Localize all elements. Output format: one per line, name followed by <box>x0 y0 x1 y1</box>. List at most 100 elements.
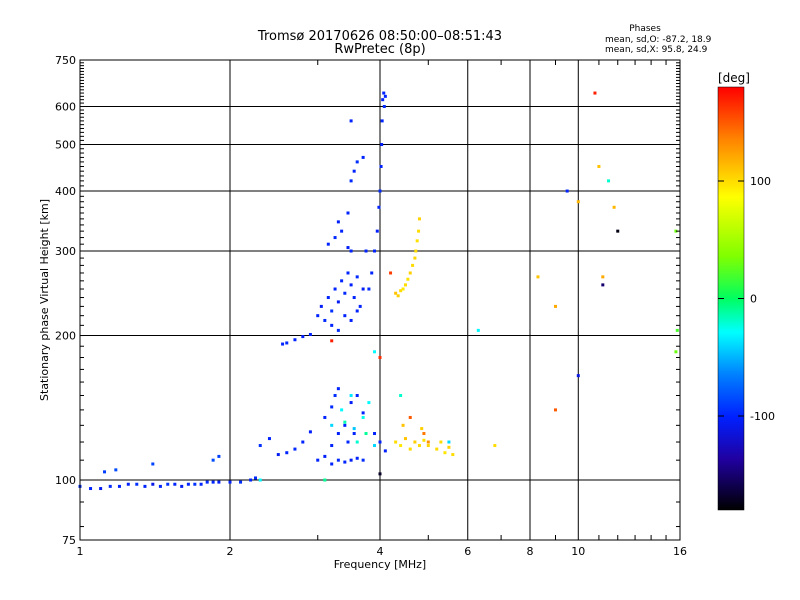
data-point <box>408 271 412 275</box>
data-point <box>126 482 130 486</box>
y-tick-label: 100 <box>55 474 76 487</box>
data-point <box>674 350 678 354</box>
data-point <box>576 200 580 204</box>
data-point <box>361 155 365 159</box>
data-point <box>103 470 107 474</box>
data-point <box>193 482 197 486</box>
data-point <box>352 169 356 173</box>
data-point <box>281 342 285 346</box>
x-tick-label: 8 <box>527 545 534 558</box>
data-point <box>364 432 368 436</box>
x-tick-label: 1 <box>77 545 84 558</box>
data-point <box>361 287 365 291</box>
data-point <box>151 462 155 466</box>
data-point <box>426 440 430 444</box>
data-point <box>439 440 443 444</box>
data-point <box>413 256 417 260</box>
data-point <box>417 229 421 233</box>
data-point <box>355 309 359 313</box>
data-point <box>378 189 382 193</box>
data-point <box>340 279 344 283</box>
data-point <box>239 480 243 484</box>
data-point <box>117 484 121 488</box>
data-point <box>367 401 371 405</box>
data-point <box>349 283 353 287</box>
data-point <box>373 350 377 354</box>
data-point <box>326 296 330 300</box>
phase-stats-x: mean, sd,X: 95.8, 24.9 <box>605 45 708 55</box>
data-point <box>417 217 421 221</box>
data-point <box>380 143 384 147</box>
data-point <box>114 468 118 472</box>
data-point <box>349 249 353 253</box>
data-point <box>373 444 377 448</box>
data-point <box>420 427 424 431</box>
data-point <box>89 487 93 491</box>
data-point <box>414 249 418 253</box>
data-point <box>364 249 368 253</box>
data-point <box>330 339 334 343</box>
data-point <box>565 189 569 193</box>
data-point <box>403 283 407 287</box>
data-point <box>378 472 382 476</box>
data-point <box>293 338 297 342</box>
data-point <box>379 164 383 168</box>
data-point <box>285 451 289 455</box>
data-point <box>422 438 426 442</box>
data-point <box>447 440 451 444</box>
data-point <box>361 458 365 462</box>
data-point <box>173 482 177 486</box>
data-point <box>316 314 320 318</box>
data-point <box>408 447 412 451</box>
data-point <box>228 480 232 484</box>
data-point <box>336 300 340 304</box>
data-point <box>166 482 170 486</box>
colorbar: [deg] 100 0 -100 <box>717 71 775 511</box>
data-point <box>343 291 347 295</box>
data-point <box>349 119 353 123</box>
chart-title-line1: Tromsø 20170626 08:50:00–08:51:43 <box>257 29 502 44</box>
x-tick-label: 6 <box>464 545 471 558</box>
data-point <box>319 304 323 308</box>
data-point <box>340 408 344 412</box>
chart-title-line2: RwPretec (8p) <box>334 42 425 57</box>
data-point <box>301 335 305 339</box>
data-point <box>158 484 162 488</box>
data-point <box>435 447 439 451</box>
data-point <box>180 484 184 488</box>
data-point <box>378 355 382 359</box>
data-point <box>346 246 350 250</box>
data-point <box>211 480 215 484</box>
data-point <box>343 314 347 318</box>
data-point <box>399 394 403 398</box>
data-point <box>383 94 387 98</box>
data-point <box>377 205 381 209</box>
data-point <box>258 478 262 482</box>
data-point <box>355 275 359 279</box>
data-point <box>135 482 139 486</box>
data-point <box>389 271 393 275</box>
data-point <box>346 271 350 275</box>
data-point <box>352 432 356 436</box>
data-point <box>406 277 410 281</box>
data-point <box>336 458 340 462</box>
data-point <box>674 229 678 233</box>
y-tick-label: 750 <box>55 54 76 67</box>
data-point <box>308 332 312 336</box>
data-point <box>422 432 426 436</box>
data-point <box>355 456 359 460</box>
data-point <box>151 482 155 486</box>
colorbar-tick-label: 0 <box>750 293 757 306</box>
x-tick-label: 2 <box>227 545 234 558</box>
data-point <box>316 458 320 462</box>
x-tick-label: 16 <box>673 545 687 558</box>
data-point <box>367 287 371 291</box>
data-point <box>336 328 340 332</box>
colorbar-label: [deg] <box>718 71 750 85</box>
data-point <box>349 458 353 462</box>
data-point <box>361 411 365 415</box>
data-point <box>415 239 419 243</box>
data-point <box>253 476 257 480</box>
data-point <box>352 427 356 431</box>
data-point <box>401 423 405 427</box>
